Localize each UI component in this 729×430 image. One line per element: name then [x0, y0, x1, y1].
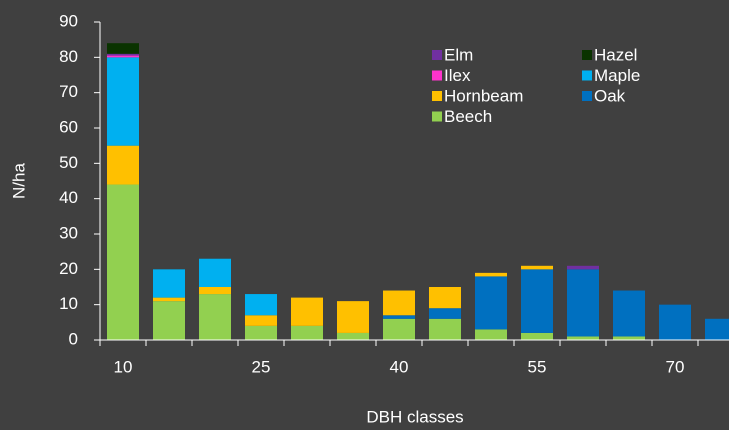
bar-segment [337, 301, 369, 333]
bar-segment [383, 318, 415, 340]
bar-segment [245, 294, 277, 316]
y-tick-label: 90 [59, 11, 78, 30]
y-tick-label: 70 [59, 82, 78, 101]
legend-label: Elm [444, 45, 473, 64]
bar-segment [107, 184, 139, 340]
x-tick-label: 40 [390, 357, 409, 376]
bars [107, 43, 729, 340]
bar-segment [659, 304, 691, 340]
bar-segment [153, 269, 185, 298]
bar-segment [107, 43, 139, 54]
legend-swatch [432, 91, 442, 101]
bar-segment [705, 318, 729, 340]
legend-swatch [432, 50, 442, 60]
bar-segment [245, 315, 277, 326]
y-axis-label: N/ha [9, 163, 28, 199]
y-tick-label: 30 [59, 223, 78, 242]
legend-label: Maple [594, 66, 640, 85]
legend-label: Oak [594, 86, 626, 105]
y-tick-label: 60 [59, 117, 78, 136]
legend-label: Hazel [594, 45, 637, 64]
legend-label: Ilex [444, 66, 471, 85]
bar-segment [199, 294, 231, 340]
bar-segment [291, 325, 323, 340]
bar-segment [567, 269, 599, 337]
bar-segment [475, 272, 507, 277]
bar-segment [613, 290, 645, 337]
bar-segment [429, 308, 461, 319]
y-tick-label: 20 [59, 259, 78, 278]
bar-segment [475, 276, 507, 330]
y-tick-label: 40 [59, 188, 78, 207]
y-tick-label: 0 [69, 329, 78, 348]
legend-label: Beech [444, 107, 492, 126]
legend-swatch [582, 50, 592, 60]
bar-segment [521, 269, 553, 333]
legend-swatch [432, 111, 442, 122]
bar-segment [199, 258, 231, 287]
y-tick-label: 50 [59, 153, 78, 172]
bar-segment [107, 145, 139, 185]
bar-segment [153, 297, 185, 302]
bar-segment [383, 315, 415, 319]
bar-segment [291, 297, 323, 326]
bar-segment [107, 53, 139, 56]
legend-swatch [582, 91, 592, 101]
y-tick-label: 10 [59, 294, 78, 313]
bar-segment [475, 329, 507, 340]
bar-segment [521, 332, 553, 340]
x-tick-label: 10 [114, 357, 133, 376]
bar-segment [429, 287, 461, 309]
bar-segment [245, 325, 277, 340]
x-tick-label: 55 [528, 357, 547, 376]
bar-segment [521, 265, 553, 270]
bar-segment [429, 318, 461, 340]
bar-segment [567, 336, 599, 340]
legend-swatch [582, 70, 592, 81]
x-tick-label: 70 [666, 357, 685, 376]
bar-segment [567, 265, 599, 270]
bar-segment [383, 290, 415, 316]
bar-segment [107, 55, 139, 58]
x-axis-label: DBH classes [366, 407, 463, 426]
bar-segment [613, 336, 645, 340]
bar-segment [107, 57, 139, 146]
bar-segment [337, 332, 369, 340]
x-tick-label: 25 [252, 357, 271, 376]
bar-segment [153, 301, 185, 340]
bar-segment [199, 287, 231, 295]
legend-label: Hornbeam [444, 86, 523, 105]
legend-swatch [432, 70, 442, 81]
y-tick-label: 80 [59, 47, 78, 66]
